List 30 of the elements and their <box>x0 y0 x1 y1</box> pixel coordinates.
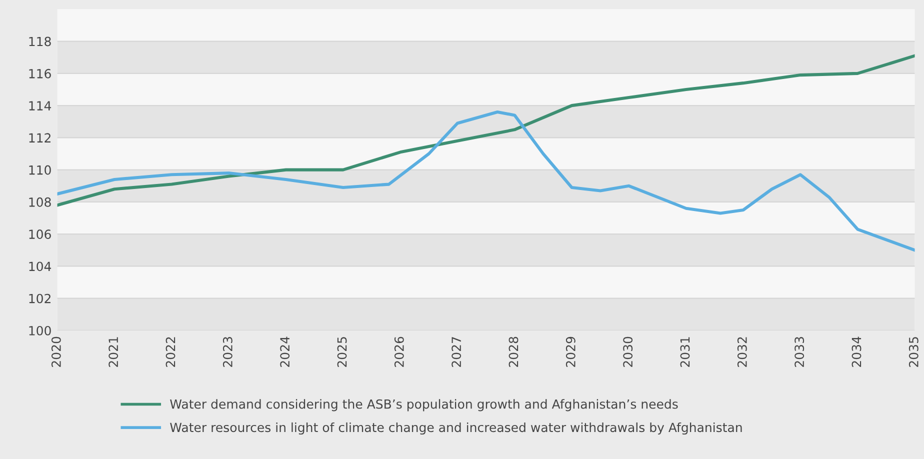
x-tick-label: 2026 <box>394 336 404 367</box>
y-tick-label: 100 <box>29 326 51 336</box>
x-tick-label: 2031 <box>680 337 690 367</box>
line-series <box>57 110 915 252</box>
x-tick-label: 2021 <box>108 337 118 367</box>
x-tick-label: 2027 <box>452 337 462 367</box>
legend-label: Water resources in light of climate change and increased water withdrawals by Afghanistan <box>170 422 742 435</box>
x-tick-label: 2025 <box>337 337 347 367</box>
y-tick-label: 106 <box>29 230 51 240</box>
y-tick-label: 110 <box>29 165 51 175</box>
x-tick-label: 2035 <box>908 337 918 367</box>
x-tick-label: 2033 <box>794 337 804 367</box>
x-tick-label: 2024 <box>280 336 290 367</box>
x-tick-label: 2023 <box>222 337 232 367</box>
x-tick-label: 2028 <box>508 336 518 367</box>
y-tick-label: 112 <box>29 133 50 142</box>
y-tick-label: 118 <box>29 36 51 46</box>
x-tick-label: 2022 <box>166 337 176 367</box>
x-tick-label: 2032 <box>737 337 747 367</box>
y-tick-label: 104 <box>29 262 52 272</box>
x-tick-label: 2029 <box>566 336 576 367</box>
y-tick-label: 102 <box>29 294 50 304</box>
x-tick-label: 2030 <box>623 336 633 367</box>
legend-label: Water demand considering the ASB’s population growth and Afghanistan’s needs <box>170 399 678 412</box>
x-tick-label: 2034 <box>852 336 862 367</box>
x-tick-label: 2020 <box>51 336 61 367</box>
y-tick-label: 116 <box>29 68 51 78</box>
y-tick-label: 108 <box>29 197 51 207</box>
line-series <box>57 54 915 207</box>
y-tick-label: 114 <box>29 101 52 110</box>
